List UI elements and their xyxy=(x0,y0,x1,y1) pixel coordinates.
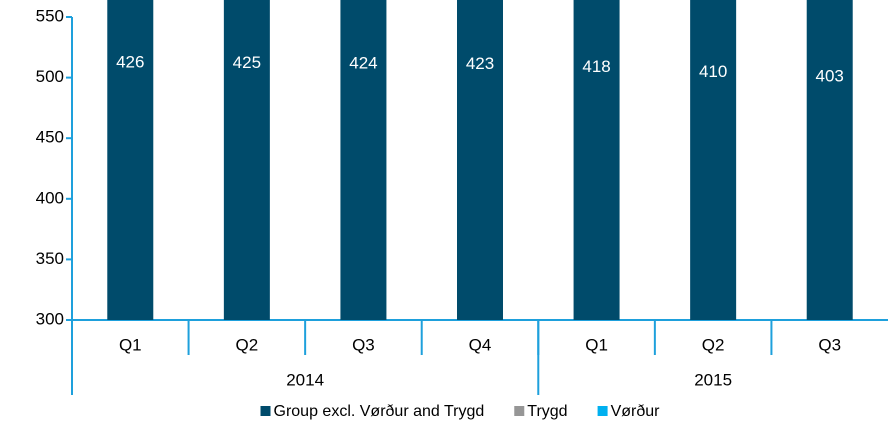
x-tick-label: Q2 xyxy=(702,335,725,354)
data-label: 403 xyxy=(816,66,844,85)
x-tick-label: Q1 xyxy=(119,335,142,354)
y-tick-label: 350 xyxy=(36,249,64,268)
bar-segment xyxy=(690,0,737,320)
legend-label: Vørður xyxy=(611,403,661,420)
data-label: 418 xyxy=(582,57,610,76)
data-label: 410 xyxy=(699,62,727,81)
data-label: 425 xyxy=(233,53,261,72)
legend-swatch xyxy=(597,406,608,416)
y-tick-label: 500 xyxy=(36,67,64,86)
x-tick-label: Q3 xyxy=(352,335,375,354)
x-tick-label: Q3 xyxy=(818,335,841,354)
y-tick-label: 300 xyxy=(36,309,64,328)
bar-segment xyxy=(223,0,270,320)
legend-swatch xyxy=(260,406,271,416)
y-tick-label: 550 xyxy=(36,6,64,25)
group-label: 2015 xyxy=(694,370,732,389)
legend-label: Group excl. Vørður and Trygd xyxy=(274,403,485,420)
group-label: 2014 xyxy=(286,370,324,389)
x-tick-label: Q2 xyxy=(236,335,259,354)
x-tick-label: Q4 xyxy=(469,335,492,354)
bar-segment xyxy=(340,0,387,320)
bar-segment xyxy=(107,0,154,321)
bar-segment xyxy=(457,0,503,321)
data-label: 424 xyxy=(349,54,377,73)
y-tick-label: 450 xyxy=(36,128,64,147)
data-label: 426 xyxy=(116,52,144,71)
x-tick-label: Q1 xyxy=(585,335,608,354)
y-tick-label: 400 xyxy=(36,188,64,207)
bar-segment xyxy=(573,0,620,320)
data-label: 423 xyxy=(466,54,494,73)
legend-label: Trygd xyxy=(527,403,567,420)
legend-swatch xyxy=(514,406,525,416)
bar-segment xyxy=(806,0,853,320)
